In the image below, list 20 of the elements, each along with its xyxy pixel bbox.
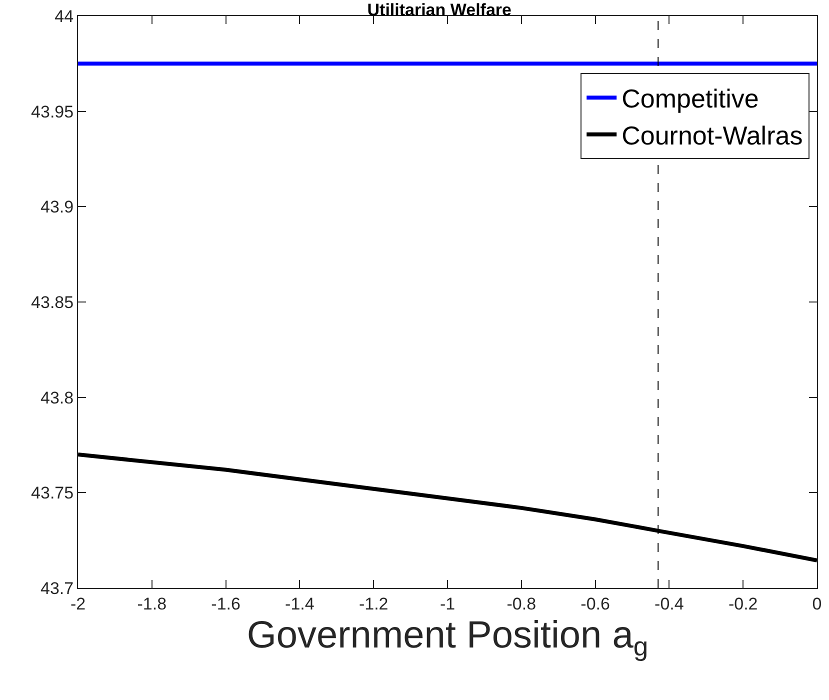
y-tick-label: 43.95 <box>31 102 74 122</box>
x-tick-label: -1.2 <box>358 594 388 614</box>
x-tick-label: -1 <box>440 594 456 614</box>
y-tick-label: 43.9 <box>40 198 74 217</box>
x-tick-label: -0.2 <box>728 594 758 614</box>
x-tick-label: -0.4 <box>654 594 684 614</box>
legend-label: Cournot-Walras <box>622 120 803 151</box>
y-tick-label: 43.8 <box>40 388 74 408</box>
y-tick-label: 43.75 <box>31 484 74 503</box>
x-tick-label: -0.6 <box>580 594 610 614</box>
x-tick-label: -1.6 <box>211 594 240 614</box>
x-tick-label: 0 <box>812 594 822 614</box>
chart-title: Utilitarian Welfare <box>367 0 512 20</box>
x-axis-title: Government Position a$_{g}$ <box>246 614 648 662</box>
y-tick-label: 43.85 <box>31 292 74 312</box>
x-tick-label: -0.8 <box>506 594 536 614</box>
x-tick-label: -1.4 <box>285 594 314 614</box>
y-tick-label: 44 <box>54 6 74 26</box>
legend-label: Competitive <box>622 84 759 114</box>
x-tick-label: -1.8 <box>137 594 167 614</box>
